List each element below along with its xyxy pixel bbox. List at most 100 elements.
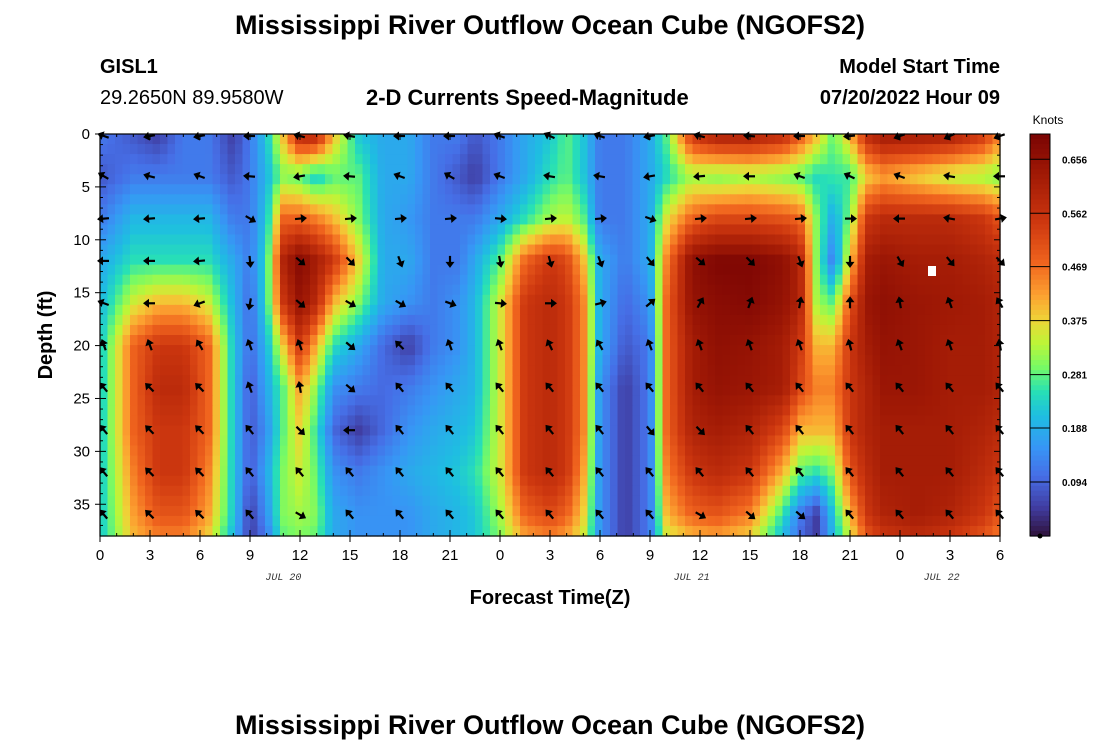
heatmap-cell <box>925 415 934 427</box>
heatmap-cell <box>512 475 521 487</box>
heatmap-cell <box>130 355 139 366</box>
heatmap-cell <box>265 174 274 185</box>
heatmap-cell <box>662 365 671 376</box>
heatmap-cell <box>392 405 401 416</box>
heatmap-cell <box>992 335 1001 346</box>
heatmap-cell <box>970 234 979 246</box>
heatmap-cell <box>197 164 206 175</box>
heatmap-cell <box>175 214 184 226</box>
heatmap-cell <box>940 224 949 236</box>
heatmap-cell <box>595 435 604 447</box>
heatmap-cell <box>280 264 289 276</box>
heatmap-cell <box>527 214 536 226</box>
heatmap-cell <box>152 324 161 336</box>
current-vector <box>445 509 455 520</box>
heatmap-cell <box>550 515 559 527</box>
heatmap-cell <box>137 495 146 507</box>
heatmap-cell <box>670 244 679 256</box>
heatmap-cell <box>902 274 911 286</box>
heatmap-cell <box>355 294 364 306</box>
heatmap-cell <box>692 485 701 497</box>
heatmap-cell <box>580 254 589 266</box>
heatmap-cell <box>520 164 529 175</box>
heatmap-cell <box>902 264 911 276</box>
heatmap-cell <box>550 324 559 336</box>
heatmap-cell <box>317 335 326 346</box>
heatmap-cell <box>902 284 911 296</box>
heatmap-cell <box>325 314 334 326</box>
heatmap-cell <box>302 274 311 286</box>
heatmap-cell <box>910 355 919 366</box>
heatmap-cell <box>310 355 319 366</box>
heatmap-cell <box>392 284 401 296</box>
heatmap-cell <box>190 335 199 346</box>
heatmap-cell <box>287 134 296 145</box>
heatmap-cell <box>302 174 311 185</box>
heatmap-cell <box>332 405 341 416</box>
heatmap-cell <box>415 174 424 185</box>
heatmap-cell <box>565 365 574 376</box>
heatmap-cell <box>707 435 716 447</box>
heatmap-cell <box>580 345 589 356</box>
heatmap-cell <box>947 304 956 316</box>
heatmap-cell <box>947 335 956 346</box>
heatmap-cell <box>602 345 611 356</box>
heatmap-cell <box>115 154 124 165</box>
heatmap-cell <box>332 324 341 336</box>
heatmap-cell <box>677 234 686 246</box>
heatmap-cell <box>520 475 529 487</box>
heatmap-cell <box>310 495 319 507</box>
heatmap-cell <box>895 304 904 316</box>
heatmap-cell <box>100 365 109 376</box>
heatmap-cell <box>280 144 289 155</box>
heatmap-cell <box>580 154 589 165</box>
heatmap-cell <box>962 425 971 437</box>
heatmap-cell <box>287 525 296 537</box>
heatmap-cell <box>662 224 671 236</box>
heatmap-cell <box>985 264 994 276</box>
heatmap-cell <box>677 385 686 396</box>
heatmap-cell <box>595 314 604 326</box>
heatmap-cell <box>347 134 356 145</box>
heatmap-cell <box>970 174 979 185</box>
heatmap-cell <box>782 365 791 376</box>
heatmap-cell <box>715 485 724 497</box>
heatmap-cell <box>677 375 686 386</box>
heatmap-cell <box>355 485 364 497</box>
heatmap-cell <box>535 304 544 316</box>
heatmap-cell <box>527 385 536 396</box>
heatmap-cell <box>452 274 461 286</box>
heatmap-cell <box>385 335 394 346</box>
heatmap-cell <box>152 425 161 437</box>
heatmap-cell <box>227 355 236 366</box>
heatmap-cell <box>325 425 334 437</box>
heatmap-cell <box>355 505 364 517</box>
heatmap-cell <box>512 184 521 195</box>
heatmap-cell <box>947 244 956 256</box>
heatmap-cell <box>520 304 529 316</box>
heatmap-cell <box>895 525 904 537</box>
heatmap-cell <box>970 375 979 386</box>
heatmap-cell <box>430 445 439 457</box>
heatmap-cell <box>790 184 799 195</box>
heatmap-cell <box>842 445 851 457</box>
heatmap-cell <box>385 415 394 427</box>
heatmap-cell <box>842 264 851 276</box>
heatmap-cell <box>182 465 191 477</box>
heatmap-cell <box>902 244 911 256</box>
heatmap-cell <box>880 485 889 497</box>
heatmap-cell <box>437 445 446 457</box>
heatmap-cell <box>655 194 664 205</box>
heatmap-cell <box>647 455 656 467</box>
heatmap-cell <box>572 355 581 366</box>
heatmap-cell <box>385 144 394 155</box>
heatmap-cell <box>917 234 926 246</box>
heatmap-cell <box>910 154 919 165</box>
heatmap-cell <box>242 345 251 356</box>
heatmap-cell <box>415 375 424 386</box>
heatmap-cell <box>235 304 244 316</box>
heatmap-cell <box>445 154 454 165</box>
heatmap-cell <box>617 385 626 396</box>
heatmap-cell <box>932 365 941 376</box>
heatmap-cell <box>287 184 296 195</box>
